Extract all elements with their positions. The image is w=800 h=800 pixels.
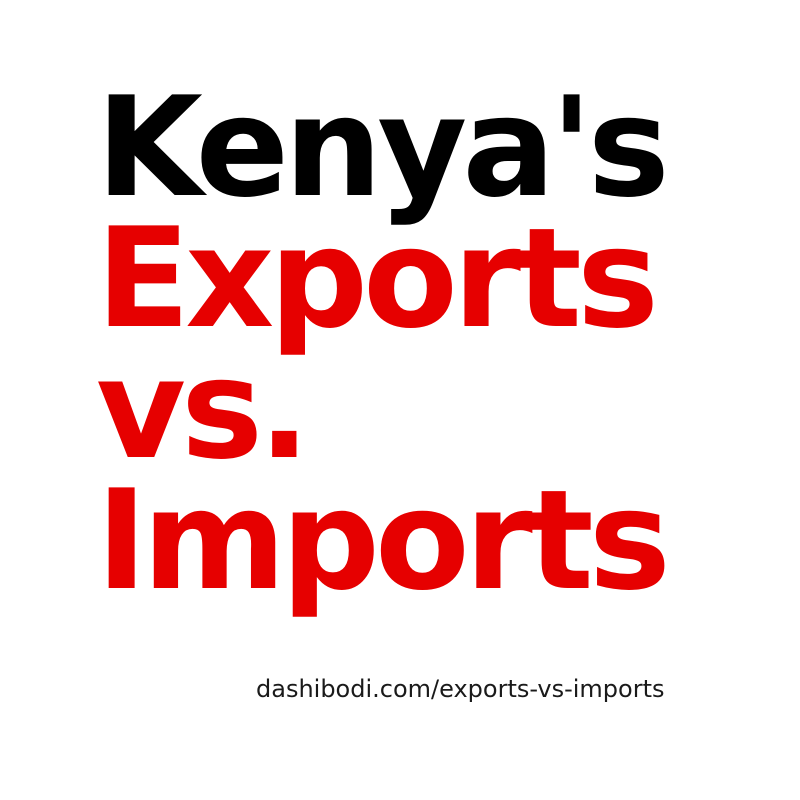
headline-line-vs: vs.: [96, 329, 311, 490]
headline: Kenya's Exports vs. Imports: [96, 67, 671, 621]
website-url-text: dashibodi.com/exports-vs-imports: [256, 675, 665, 703]
headline-line-imports: Imports: [96, 460, 671, 621]
headline-line-exports: Exports: [96, 198, 659, 359]
headline-line-kenyas: Kenya's: [96, 67, 670, 228]
